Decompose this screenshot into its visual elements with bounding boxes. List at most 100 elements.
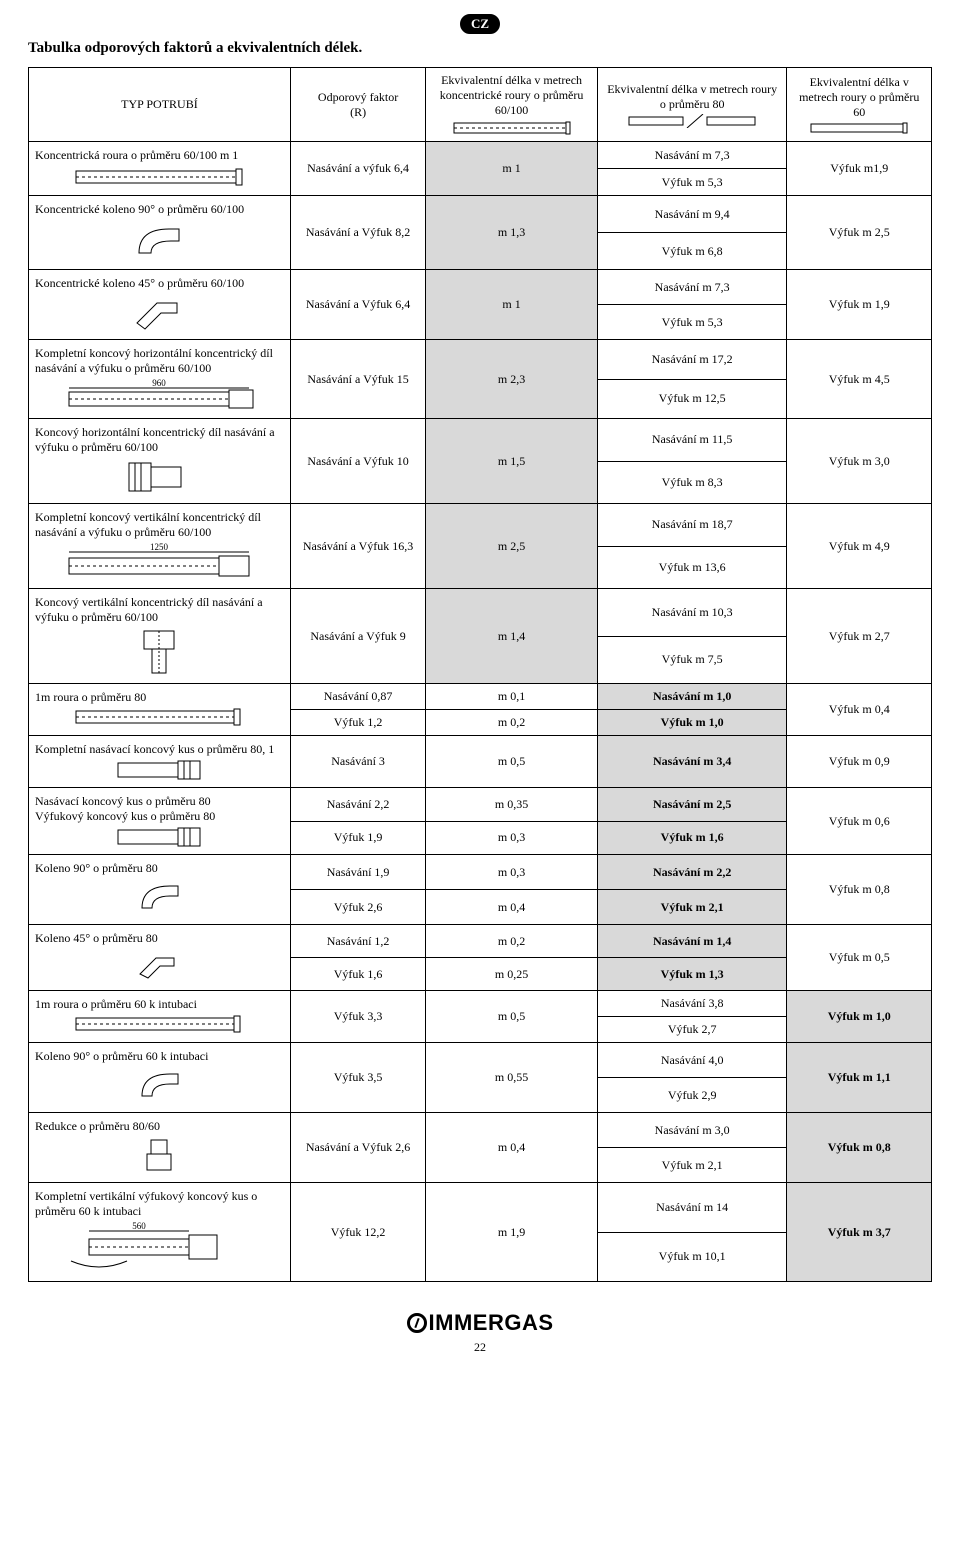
cell-eq60100: m 1,9 — [426, 1183, 598, 1282]
cell-eq80b: Výfuk m 8,3 — [597, 461, 787, 504]
table-row: Kompletní nasávací koncový kus o průměru… — [29, 736, 932, 788]
cell-eq60: Výfuk m 1,0 — [787, 991, 932, 1043]
row-desc: Kompletní koncový horizontální koncentri… — [29, 340, 291, 419]
svg-text:560: 560 — [133, 1221, 147, 1231]
cell-factor: Nasávání 2,2 — [290, 788, 425, 822]
cell-eq60: Výfuk m 0,9 — [787, 736, 932, 788]
cell-factor: Nasávání a Výfuk 16,3 — [290, 504, 425, 589]
row-desc: Kompletní koncový vertikální koncentrick… — [29, 504, 291, 589]
cell-eq60100: m 1 — [426, 142, 598, 196]
cell-eq60: Výfuk m1,9 — [787, 142, 932, 196]
cell-eq60100: m 2,5 — [426, 504, 598, 589]
cell-eq80a: Nasávání m 3,0 — [597, 1113, 787, 1148]
cell-eq80b: Výfuk 2,7 — [597, 1017, 787, 1043]
cell-factor: Výfuk 1,2 — [290, 710, 425, 736]
cell-eq80b: Výfuk m 6,8 — [597, 233, 787, 270]
cell-eq80b: Výfuk m 5,3 — [597, 169, 787, 196]
pipe-icon — [793, 122, 925, 134]
cell-eq80a: Nasávání m 14 — [597, 1183, 787, 1233]
cell-eq80a: Nasávání 3,8 — [597, 991, 787, 1017]
cell-factor: Nasávání a Výfuk 15 — [290, 340, 425, 419]
row-desc: 1m roura o průměru 80 — [29, 684, 291, 736]
cell-eq60100: m 0,4 — [426, 1113, 598, 1183]
cell-eq60100: m 0,4 — [426, 890, 598, 925]
cell-factor: Nasávání a výfuk 6,4 — [290, 142, 425, 196]
hdr-eq60100: Ekvivalentní délka v metrech koncentrick… — [426, 68, 598, 142]
table-row: Koncový vertikální koncentrický díl nasá… — [29, 589, 932, 637]
cell-factor: Nasávání 1,9 — [290, 855, 425, 890]
table-row: Koleno 90° o průměru 60 k intubaciVýfuk … — [29, 1043, 932, 1078]
cell-eq80a: Nasávání m 9,4 — [597, 196, 787, 233]
table-row: Koleno 45° o průměru 80Nasávání 1,2m 0,2… — [29, 925, 932, 958]
cell-eq60: Výfuk m 2,7 — [787, 589, 932, 684]
cell-factor: Nasávání a Výfuk 10 — [290, 419, 425, 504]
cell-eq60100: m 1,3 — [426, 196, 598, 270]
row-desc: 1m roura o průměru 60 k intubaci — [29, 991, 291, 1043]
cell-eq60100: m 0,1 — [426, 684, 598, 710]
cell-eq60: Výfuk m 4,5 — [787, 340, 932, 419]
hdr-type: TYP POTRUBÍ — [29, 68, 291, 142]
cell-eq80a: Nasávání m 18,7 — [597, 504, 787, 547]
cell-eq80: Výfuk m 1,3 — [597, 958, 787, 991]
table-row: Koncový horizontální koncentrický díl na… — [29, 419, 932, 462]
cell-eq60100: m 0,3 — [426, 821, 598, 855]
cell-factor: Nasávání a Výfuk 6,4 — [290, 270, 425, 340]
cell-eq80: Výfuk m 1,6 — [597, 821, 787, 855]
row-desc: Kompletní vertikální výfukový koncový ku… — [29, 1183, 291, 1282]
table-row: Koncentrické koleno 90° o průměru 60/100… — [29, 196, 932, 233]
cell-eq80b: Výfuk m 10,1 — [597, 1232, 787, 1282]
locale-badge: CZ — [460, 14, 500, 34]
table-row: Koncentrické koleno 45° o průměru 60/100… — [29, 270, 932, 305]
table-row: Koncentrická roura o průměru 60/100 m 1N… — [29, 142, 932, 169]
hdr-eq60: Ekvivalentní délka v metrech roury o prů… — [787, 68, 932, 142]
table-row: Kompletní koncový vertikální koncentrick… — [29, 504, 932, 547]
cell-eq80: Nasávání m 1,4 — [597, 925, 787, 958]
cell-eq60: Výfuk m 1,9 — [787, 270, 932, 340]
cell-factor: Výfuk 3,3 — [290, 991, 425, 1043]
cell-eq60100: m 1,5 — [426, 419, 598, 504]
cell-eq80a: Nasávání 4,0 — [597, 1043, 787, 1078]
cell-eq80b: Výfuk m 13,6 — [597, 546, 787, 589]
row-desc: Koleno 45° o průměru 80 — [29, 925, 291, 991]
pipe-icon — [432, 120, 591, 136]
cell-eq80: Nasávání m 1,0 — [597, 684, 787, 710]
cell-factor: Nasávání 1,2 — [290, 925, 425, 958]
cell-factor: Výfuk 1,9 — [290, 821, 425, 855]
table-row: Kompletní koncový horizontální koncentri… — [29, 340, 932, 380]
cell-factor: Nasávání a Výfuk 2,6 — [290, 1113, 425, 1183]
resistance-table: TYP POTRUBÍ Odporový faktor (R) Ekvivale… — [28, 67, 932, 1282]
cell-eq60100: m 0,3 — [426, 855, 598, 890]
cell-eq60: Výfuk m 2,5 — [787, 196, 932, 270]
cell-eq80b: Výfuk 2,9 — [597, 1078, 787, 1113]
cell-eq80b: Výfuk m 5,3 — [597, 305, 787, 340]
cell-eq60: Výfuk m 0,8 — [787, 855, 932, 925]
row-desc: Kompletní nasávací koncový kus o průměru… — [29, 736, 291, 788]
cell-eq80b: Výfuk m 2,1 — [597, 1148, 787, 1183]
cell-factor: Výfuk 1,6 — [290, 958, 425, 991]
cell-eq80b: Výfuk m 7,5 — [597, 636, 787, 684]
page-title: Tabulka odporových faktorů a ekvivalentn… — [28, 40, 932, 57]
cell-eq80a: Nasávání m 10,3 — [597, 589, 787, 637]
cell-eq60100: m 0,2 — [426, 925, 598, 958]
row-desc: Koncentrická roura o průměru 60/100 m 1 — [29, 142, 291, 196]
table-row: Nasávací koncový kus o průměru 80 Výfuko… — [29, 788, 932, 822]
cell-eq60100: m 1 — [426, 270, 598, 340]
cell-eq60: Výfuk m 4,9 — [787, 504, 932, 589]
cell-eq80a: Nasávání m 17,2 — [597, 340, 787, 380]
cell-eq60: Výfuk m 0,5 — [787, 925, 932, 991]
cell-eq60100: m 0,2 — [426, 710, 598, 736]
cell-factor: Nasávání a Výfuk 9 — [290, 589, 425, 684]
cell-eq60: Výfuk m 3,0 — [787, 419, 932, 504]
cell-factor: Výfuk 2,6 — [290, 890, 425, 925]
locale-badge-row: CZ — [28, 14, 932, 34]
cell-eq80a: Nasávání m 7,3 — [597, 270, 787, 305]
cell-factor: Nasávání a Výfuk 8,2 — [290, 196, 425, 270]
cell-factor: Nasávání 0,87 — [290, 684, 425, 710]
row-desc: Koleno 90° o průměru 80 — [29, 855, 291, 925]
cell-eq60100: m 0,25 — [426, 958, 598, 991]
cell-factor: Výfuk 3,5 — [290, 1043, 425, 1113]
footer: IMMERGAS 22 — [28, 1310, 932, 1355]
table-row: Koleno 90° o průměru 80Nasávání 1,9m 0,3… — [29, 855, 932, 890]
row-desc: Nasávací koncový kus o průměru 80 Výfuko… — [29, 788, 291, 855]
cell-eq60100: m 2,3 — [426, 340, 598, 419]
